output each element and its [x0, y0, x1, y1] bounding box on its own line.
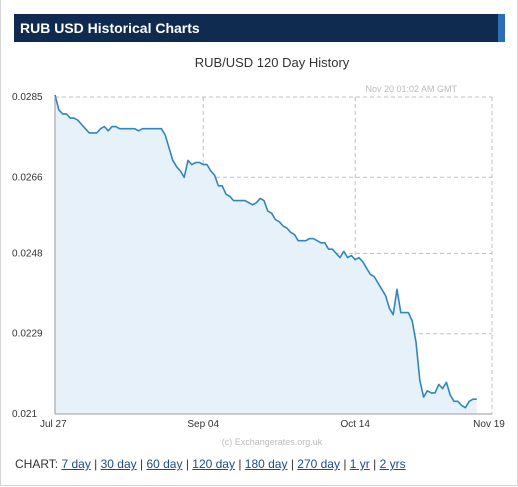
link-separator: | [182, 457, 193, 471]
chart-watermark: (c) Exchangerates.org.uk [222, 437, 323, 447]
y-tick-label: 0.0248 [12, 248, 43, 259]
link-separator: | [136, 457, 147, 471]
series-line-0 [54, 94, 477, 409]
link-separator: | [287, 457, 298, 471]
x-axis-ticks: Jul 27 Sep 04 Oct 14 Nov 19 [40, 419, 505, 430]
link-separator: | [90, 457, 101, 471]
panel-title: RUB USD Historical Charts [20, 20, 200, 36]
x-tick-label: Nov 19 [473, 419, 505, 430]
y-tick-label: 0.0266 [12, 172, 43, 183]
range-link-2-yrs[interactable]: 2 yrs [379, 457, 406, 471]
series-layer [54, 94, 477, 415]
range-link-120-day[interactable]: 120 day [192, 457, 235, 471]
range-link-30-day[interactable]: 30 day [100, 457, 137, 471]
y-tick-label: 0.0229 [12, 329, 43, 340]
chart-range-items: 7 day | 30 day | 60 day | 120 day | 180 … [61, 457, 405, 471]
x-tick-label: Jul 27 [40, 419, 67, 430]
history-chart: RUB/USD 120 Day History Nov 20 01:02 AM … [12, 55, 505, 447]
range-link-270-day[interactable]: 270 day [297, 457, 340, 471]
link-separator: | [234, 457, 245, 471]
y-tick-label: 0.021 [12, 409, 37, 420]
chart-links-prefix: CHART: [15, 457, 59, 471]
chart-range-links: CHART: 7 day | 30 day | 60 day | 120 day… [15, 457, 406, 471]
x-tick-label: Oct 14 [340, 419, 370, 430]
series-area-0 [55, 94, 477, 415]
link-separator: | [369, 457, 380, 471]
range-link-7-day[interactable]: 7 day [61, 457, 91, 471]
axes [54, 97, 492, 415]
range-link-180-day[interactable]: 180 day [244, 457, 288, 471]
y-tick-label: 0.0285 [12, 92, 43, 103]
range-link-1-yr[interactable]: 1 yr [349, 457, 370, 471]
panel-header: RUB USD Historical Charts [14, 14, 505, 42]
header-accent [498, 14, 505, 42]
x-tick-label: Sep 04 [187, 419, 219, 430]
chart-title: RUB/USD 120 Day History [195, 55, 350, 70]
link-separator: | [339, 457, 350, 471]
y-axis-ticks: 0.0285 0.0266 0.0248 0.0229 0.021 [12, 92, 43, 420]
range-link-60-day[interactable]: 60 day [146, 457, 183, 471]
chart-timestamp: Nov 20 01:02 AM GMT [365, 84, 457, 94]
